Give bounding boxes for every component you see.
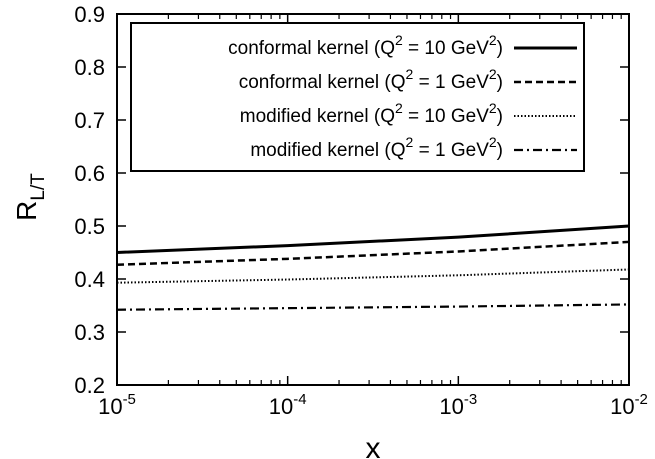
series-layer: [116, 224, 630, 311]
x-tick-label: 10-2: [610, 391, 648, 419]
y-tick-label: 0.2: [74, 373, 105, 398]
legend-label-sup1: 2: [406, 66, 414, 82]
legend-label-sup2: 2: [489, 66, 497, 82]
y-tick-label: 0.8: [74, 55, 105, 80]
x-tick-exponent: -2: [635, 391, 648, 408]
x-tick-exponent: -5: [123, 391, 136, 408]
x-tick-label: 10-5: [98, 391, 136, 419]
y-axis-title-text: RL/T: [11, 173, 49, 221]
series-line-3: [116, 268, 630, 284]
x-tick-base: 10: [610, 394, 634, 419]
legend-label-suffix: ): [497, 72, 503, 93]
legend-entry-label: modified kernel (Q2 = 1 GeV2): [250, 134, 503, 161]
x-tick-exponent: -3: [464, 391, 477, 408]
legend-label-middle: = 1 GeV: [413, 72, 489, 93]
y-tick-label: 0.4: [74, 267, 105, 292]
y-axis-title-main: R: [11, 201, 42, 221]
legend-label-sup1: 2: [406, 134, 414, 150]
y-tick-label: 0.5: [74, 214, 105, 239]
y-tick-label: 0.9: [74, 2, 105, 27]
legend-label-middle: = 10 GeV: [403, 106, 489, 127]
series-line-4: [116, 303, 630, 311]
legend: conformal kernel (Q2 = 10 GeV2)conformal…: [130, 22, 585, 172]
y-tick-label: 0.7: [74, 108, 105, 133]
legend-entry-label: conformal kernel (Q2 = 10 GeV2): [228, 32, 503, 59]
legend-label-sup1: 2: [395, 100, 403, 116]
legend-label-prefix: conformal kernel (Q: [239, 72, 406, 93]
plot-frame: [116, 13, 630, 386]
legend-label-prefix: modified kernel (Q: [240, 106, 395, 127]
legend-entry-label: conformal kernel (Q2 = 1 GeV2): [239, 66, 503, 93]
x-tick-label: 10-4: [269, 391, 307, 419]
legend-label-middle: = 1 GeV: [413, 140, 489, 161]
x-tick-label: 10-3: [439, 391, 477, 419]
ticks-layer: 0.20.30.40.50.60.70.80.910-5 10-4 10-3 10-2: [74, 2, 648, 419]
series-line-1: [116, 224, 630, 254]
legend-box: [130, 22, 585, 172]
legend-label-suffix: ): [497, 140, 503, 161]
y-tick-label: 0.6: [74, 161, 105, 186]
legend-label-sup2: 2: [489, 32, 497, 48]
series-line-2: [116, 240, 630, 266]
x-tick-exponent: -4: [293, 391, 306, 408]
x-tick-base: 10: [98, 394, 122, 419]
legend-label-sup1: 2: [395, 32, 403, 48]
y-tick-label: 0.3: [74, 320, 105, 345]
legend-label-sup2: 2: [489, 100, 497, 116]
legend-label-prefix: conformal kernel (Q: [228, 38, 395, 59]
y-axis-title: RL/T: [11, 173, 49, 221]
legend-label-prefix: modified kernel (Q: [250, 140, 405, 161]
legend-label-suffix: ): [497, 106, 503, 127]
legend-entry-label: modified kernel (Q2 = 10 GeV2): [240, 100, 503, 127]
legend-label-sup2: 2: [489, 134, 497, 150]
legend-label-suffix: ): [497, 38, 503, 59]
legend-label-middle: = 10 GeV: [403, 38, 489, 59]
x-tick-base: 10: [269, 394, 293, 419]
x-axis-title: x: [366, 432, 381, 459]
x-tick-base: 10: [439, 394, 463, 419]
y-axis-title-sub: L/T: [28, 173, 49, 201]
